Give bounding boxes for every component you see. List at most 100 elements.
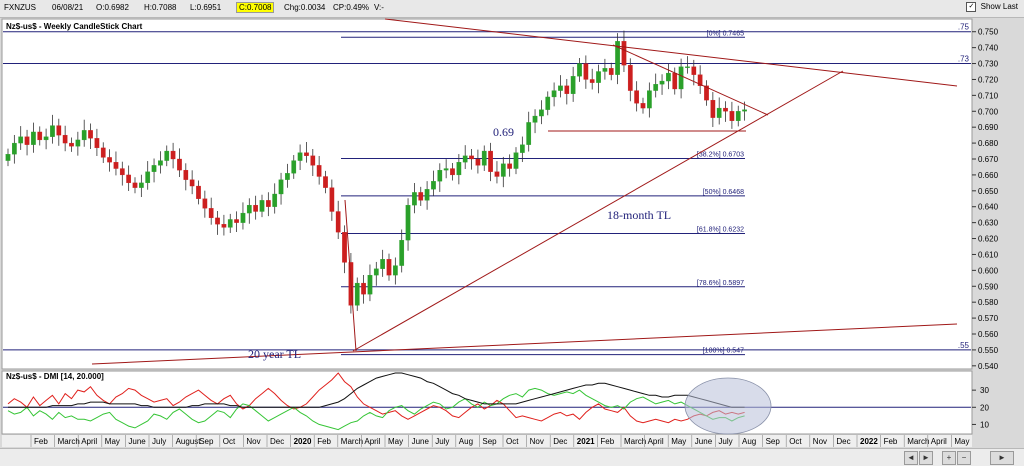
price-tick-label: 0.570 <box>978 314 999 323</box>
price-tick-label: 0.740 <box>978 44 999 53</box>
x-tick-label: March <box>58 437 80 446</box>
candle-down <box>507 163 513 169</box>
candle-down <box>704 85 709 101</box>
candle-up <box>532 115 538 123</box>
candle-up <box>50 125 55 137</box>
x-axis-strip <box>2 435 972 447</box>
price-tick-label: 0.610 <box>978 250 999 259</box>
candle-up <box>735 111 741 121</box>
horizontal-levels: .75 .73 .55 <box>3 23 971 351</box>
candle-down <box>113 162 119 169</box>
candle-down <box>208 208 214 219</box>
x-tick-label: May <box>105 437 120 446</box>
price-tick-label: 0.750 <box>978 28 999 37</box>
candle-down <box>265 200 271 207</box>
candle-down <box>100 147 106 158</box>
candle-down <box>335 211 341 233</box>
fib-level-label: [100%] 0.547 <box>703 348 744 355</box>
price-tick-label: 0.700 <box>978 107 999 116</box>
show-last-checkbox[interactable]: ✓ Show Last <box>966 2 1018 12</box>
candle-down <box>132 182 138 188</box>
price-tick-label: 0.720 <box>978 75 999 84</box>
scroll-left-button[interactable]: ◄ <box>904 451 918 465</box>
x-tick-label: Feb <box>317 437 331 446</box>
x-tick-label: 2021 <box>577 437 595 446</box>
candle-down <box>215 217 220 225</box>
x-tick-label: Feb <box>34 437 48 446</box>
x-tick-label: Dec <box>270 437 284 446</box>
trendlines <box>91 18 958 365</box>
x-tick-label: April <box>931 437 947 446</box>
x-tick-label: July <box>152 437 166 446</box>
show-last-label: Show Last <box>980 2 1018 12</box>
price-tick-label: 0.640 <box>978 203 999 212</box>
candle-down <box>253 204 258 212</box>
price-tick-label: 0.580 <box>978 298 999 307</box>
candle-down <box>697 74 703 86</box>
candle-up <box>240 212 246 223</box>
candle-down <box>56 125 62 136</box>
zoom-out-button[interactable]: − <box>957 451 971 465</box>
candle-down <box>729 111 735 121</box>
candle-up <box>647 90 652 109</box>
price-tick-label: 0.710 <box>978 91 999 100</box>
candle-up <box>570 76 576 94</box>
price-tick-label: 0.660 <box>978 171 999 180</box>
candle-down <box>450 168 455 176</box>
level-069-annotation: 0.69 <box>493 125 514 139</box>
trendline-20-year <box>91 323 958 365</box>
high-label: H:0.7088 <box>144 3 177 12</box>
candle-up <box>259 200 265 212</box>
x-tick-label: Nov <box>813 437 827 446</box>
candle-up <box>81 130 87 141</box>
price-tick-label: 0.690 <box>978 123 999 132</box>
dmi-series-black <box>8 372 745 408</box>
chart-area[interactable]: Nz$-us$ - Weekly CandleStick Chart [0%] … <box>0 17 1024 448</box>
change-label: Chg:0.0034 <box>284 3 326 12</box>
dmi-lines <box>3 372 971 431</box>
candle-up <box>75 139 81 147</box>
candle-down <box>329 187 335 212</box>
candle-down <box>488 150 493 172</box>
fib-level-label: [50%] 0.6468 <box>703 189 744 196</box>
candle-down <box>62 134 68 144</box>
candle-up <box>666 72 671 82</box>
scroll-right-button[interactable]: ► <box>919 451 933 465</box>
horizontal-level-label: .73 <box>958 55 970 64</box>
candle-down <box>94 138 100 149</box>
x-tick-label: Oct <box>506 437 519 446</box>
horizontal-level-label: .55 <box>958 341 970 350</box>
x-tick-label: Oct <box>223 437 236 446</box>
x-tick-label: Oct <box>789 437 802 446</box>
candle-down <box>310 155 316 166</box>
candles <box>5 30 747 314</box>
candle-up <box>653 84 659 91</box>
scroll-end-icon[interactable]: ► <box>990 451 1014 465</box>
candle-down <box>672 72 678 90</box>
drop-trendline <box>344 199 357 352</box>
symbol-label: FXNZUS <box>4 3 36 12</box>
candle-up <box>278 179 284 195</box>
price-tick-label: 0.560 <box>978 330 999 339</box>
price-tick-label: 0.600 <box>978 266 999 275</box>
candle-down <box>723 107 728 112</box>
candle-up <box>424 189 430 201</box>
x-tick-label: June <box>128 437 146 446</box>
candle-up <box>145 171 151 184</box>
chart-scrollbar[interactable]: ◄ ► + − ► <box>0 448 1024 466</box>
zoom-in-button[interactable]: + <box>942 451 956 465</box>
x-tick-label: Sep <box>766 437 781 446</box>
candle-down <box>88 130 93 139</box>
candle-up <box>367 274 373 295</box>
x-tick-label: March <box>907 437 929 446</box>
candle-down <box>634 90 640 104</box>
candle-up <box>602 68 608 72</box>
candle-down <box>608 68 614 75</box>
checkbox-check-icon: ✓ <box>966 2 977 12</box>
candle-down <box>564 85 570 94</box>
candle-down <box>177 158 182 171</box>
candle-down <box>24 136 30 145</box>
fibonacci-levels: [0%] 0.7465 [38.2%] 0.6703 [50%] 0.6468 [61… <box>341 30 745 356</box>
candle-down <box>710 99 716 118</box>
